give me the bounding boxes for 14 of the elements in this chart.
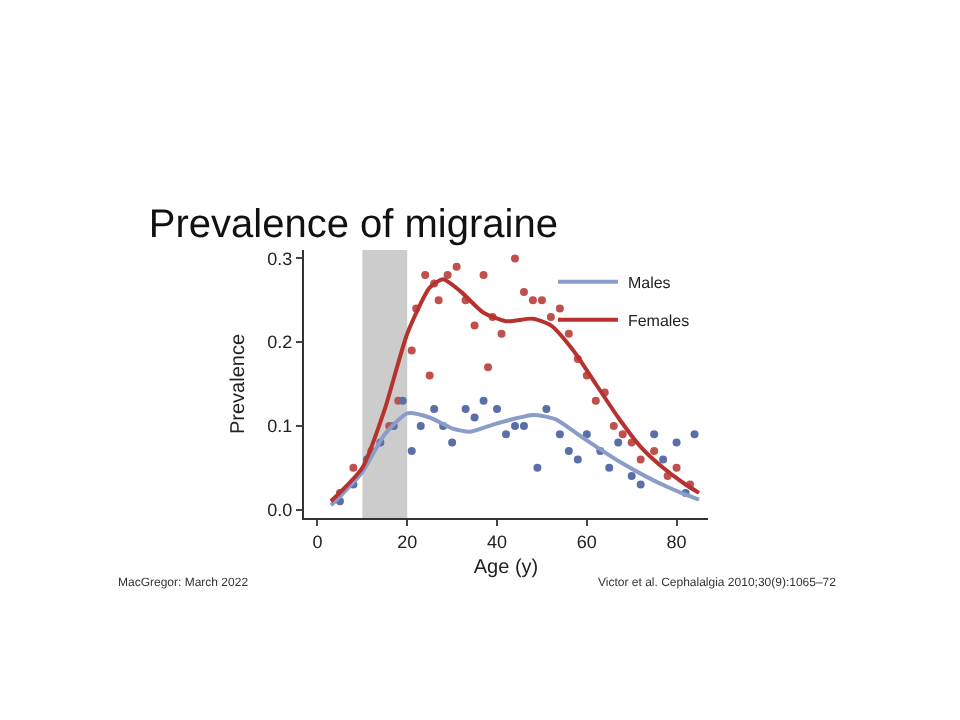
chart-title: Prevalence of migraine xyxy=(148,203,558,248)
x-tick-label: 80 xyxy=(666,531,687,552)
x-axis-title: Age (y) xyxy=(473,556,539,579)
x-tick-label: 60 xyxy=(576,531,597,552)
y-axis-title: Prevalence xyxy=(228,333,250,435)
y-tick-label: 0.2 xyxy=(267,332,293,353)
x-tick-label: 0 xyxy=(312,531,323,552)
x-tick-label: 20 xyxy=(397,531,418,552)
y-tick-label: 0.1 xyxy=(267,416,293,437)
x-tick-label: 40 xyxy=(487,531,508,552)
legend-label: Males xyxy=(627,273,671,292)
y-tick-label: 0.3 xyxy=(267,248,293,269)
y-tick-label: 0.0 xyxy=(267,499,293,520)
legend-label: Females xyxy=(627,311,690,330)
